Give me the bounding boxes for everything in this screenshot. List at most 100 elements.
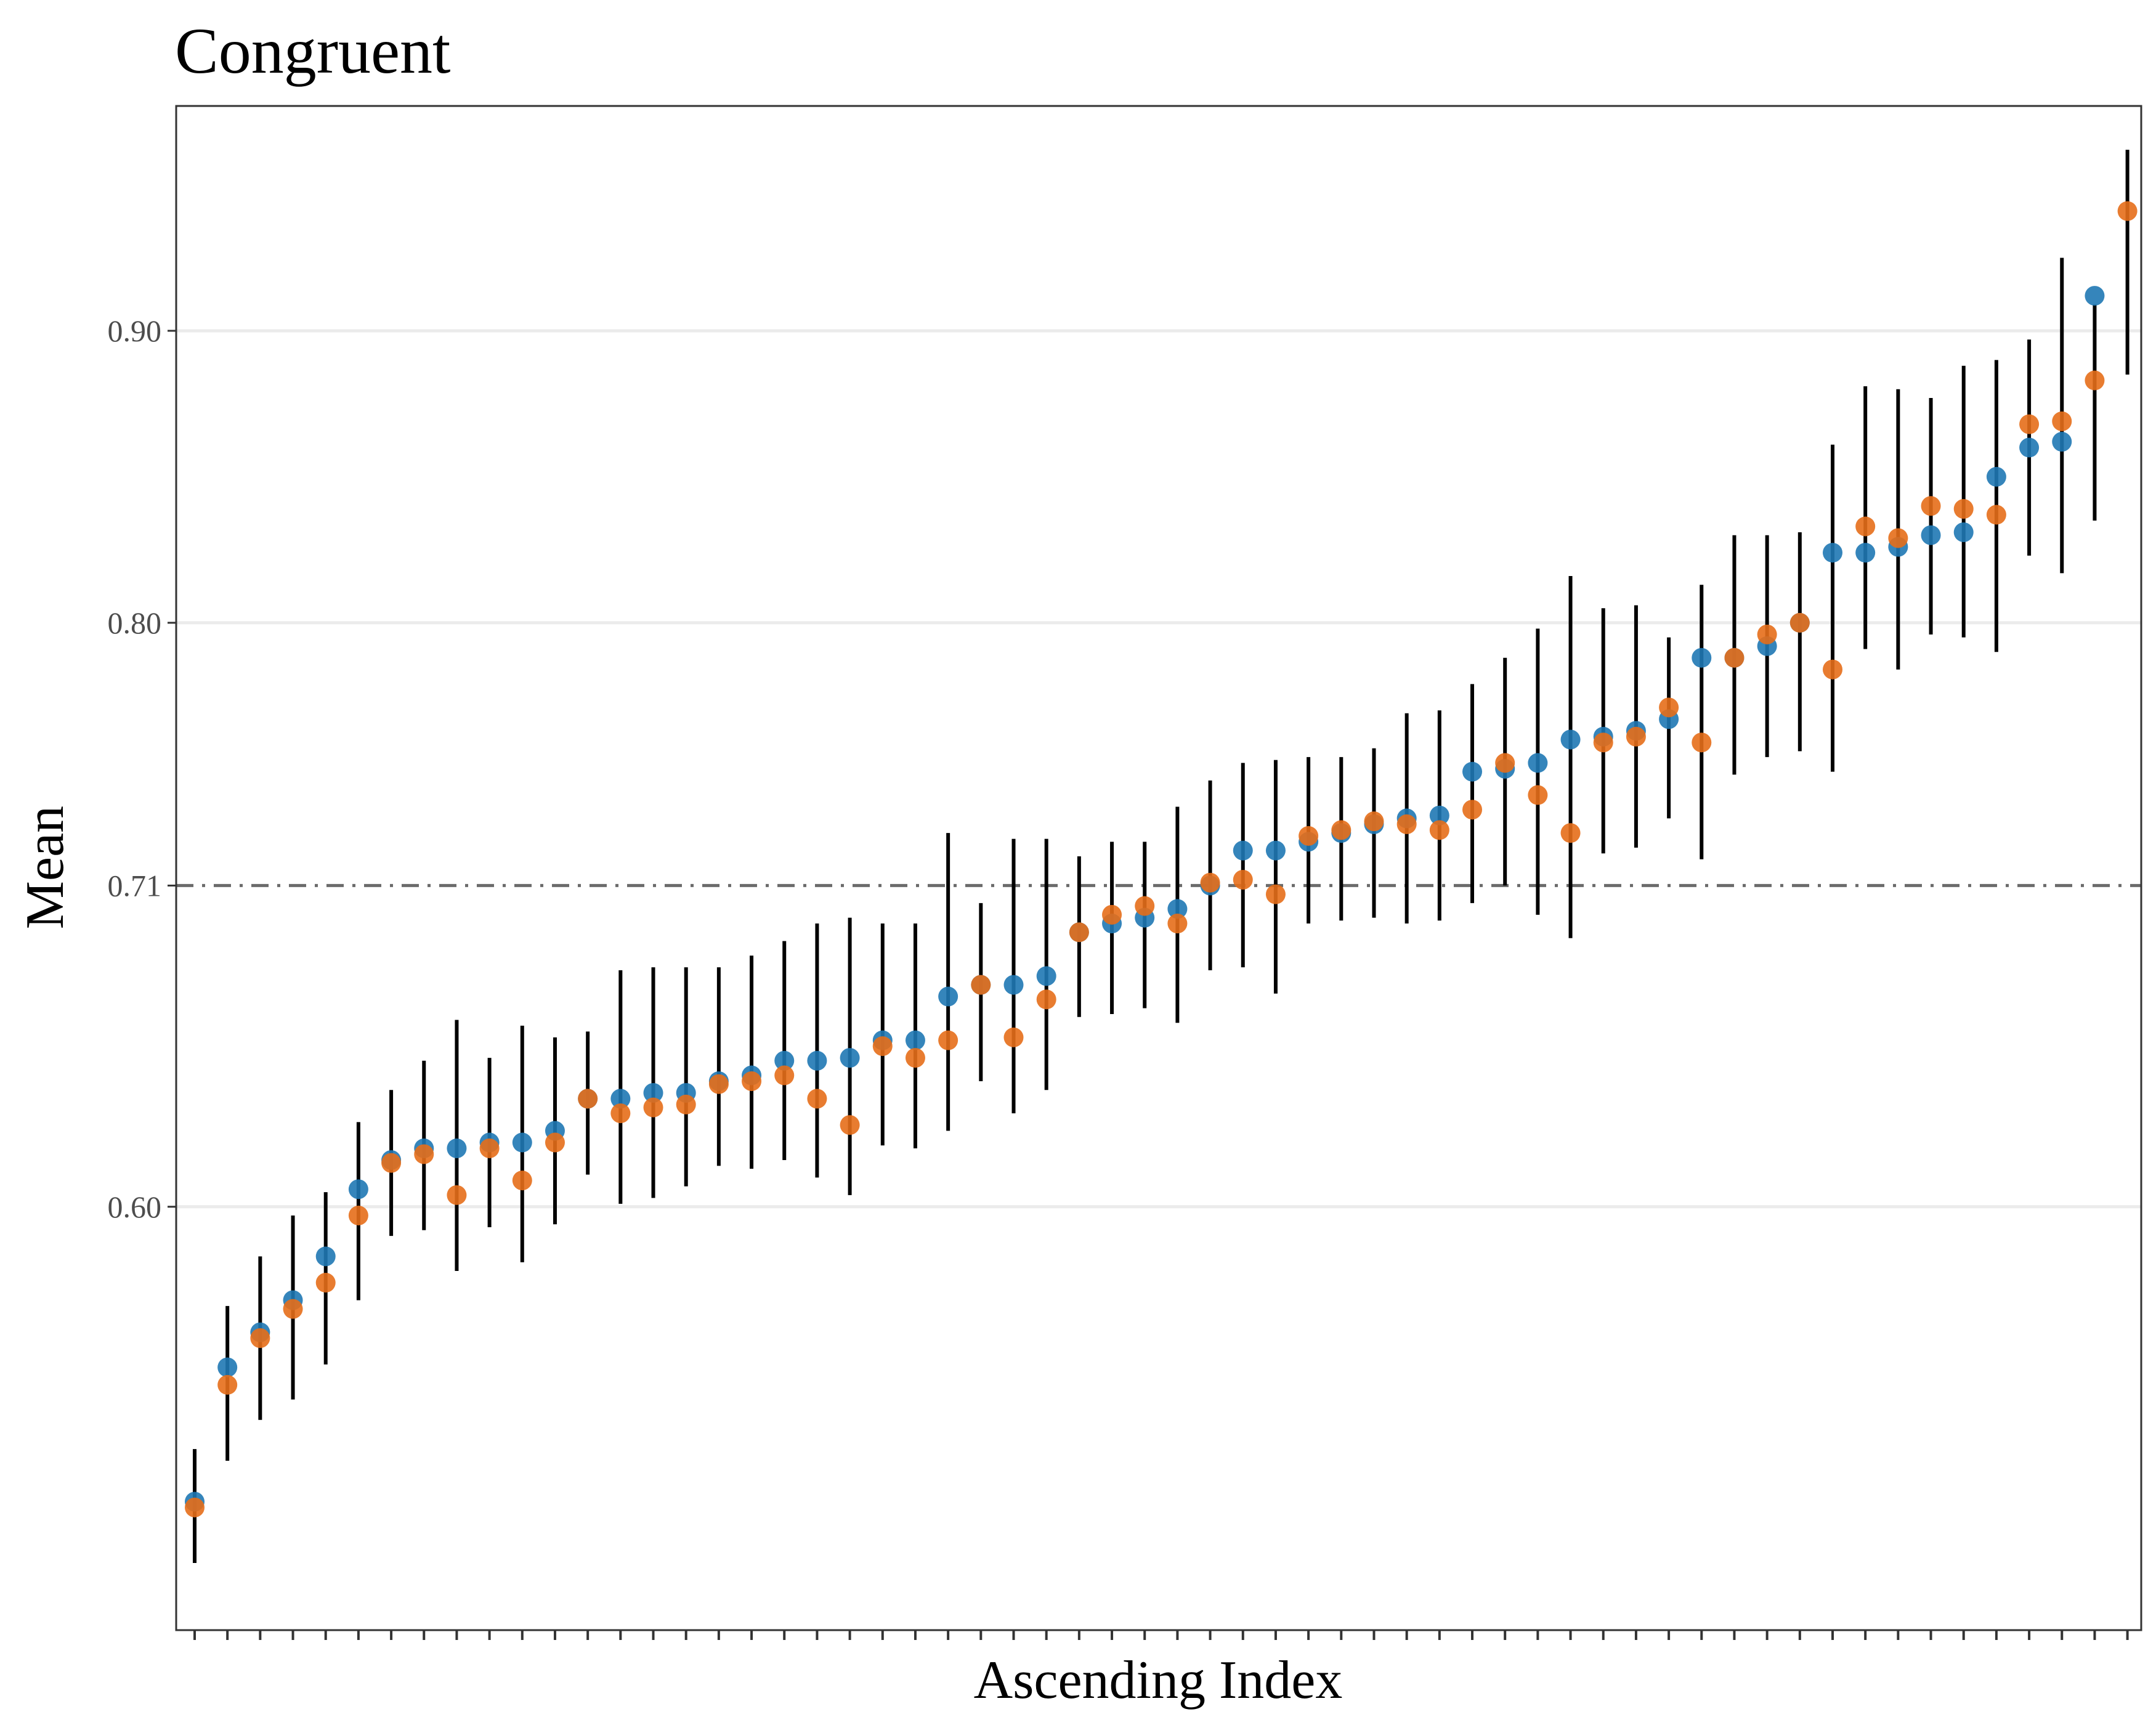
- point-series-b: [315, 1273, 336, 1293]
- x-axis-title: Ascending Index: [974, 1650, 1343, 1710]
- point-series-b: [1921, 496, 1941, 516]
- point-series-b: [1692, 733, 1712, 753]
- point-series-b: [1986, 505, 2006, 525]
- point-series-a: [2085, 286, 2105, 306]
- point-series-b: [742, 1071, 762, 1091]
- point-series-b: [1953, 499, 1974, 519]
- point-series-b: [1233, 869, 1253, 890]
- point-series-b: [1888, 528, 1908, 548]
- y-axis: 0.60 0.71 0.80 0.90: [108, 314, 176, 1224]
- point-series-b: [1495, 753, 1515, 773]
- point-series-b: [1167, 914, 1188, 934]
- point-series-b: [1265, 884, 1286, 904]
- point-series-b: [610, 1103, 631, 1124]
- point-series-a: [1233, 840, 1253, 861]
- point-series-b: [1331, 820, 1352, 840]
- point-series-a: [905, 1030, 925, 1050]
- gridlines: [176, 329, 2141, 1209]
- point-series-a: [1560, 729, 1581, 750]
- point-series-a: [840, 1048, 860, 1068]
- point-series-a: [1953, 522, 1974, 542]
- point-series-b: [1462, 800, 1483, 820]
- y-axis-title: Mean: [15, 806, 75, 929]
- point-series-a: [1167, 899, 1188, 919]
- point-series-b: [1823, 659, 1842, 680]
- point-series-b: [1299, 826, 1319, 846]
- point-series-b: [578, 1089, 598, 1109]
- point-series-b: [217, 1374, 238, 1395]
- y-tick-label: 0.90: [108, 314, 162, 348]
- point-series-b: [2052, 411, 2072, 431]
- point-series-b: [1724, 647, 1745, 668]
- point-series-a: [1921, 525, 1941, 545]
- point-series-b: [1135, 896, 1155, 916]
- y-tick-label: 0.80: [108, 606, 162, 640]
- point-series-b: [1069, 922, 1089, 943]
- point-series-b: [807, 1089, 827, 1109]
- point-series-b: [905, 1048, 925, 1068]
- point-series-a: [643, 1082, 663, 1103]
- point-series-b: [2085, 370, 2105, 391]
- point-series-b: [545, 1132, 565, 1153]
- point-series-b: [1429, 820, 1449, 840]
- point-series-b: [1593, 733, 1613, 753]
- point-series-a: [217, 1357, 238, 1378]
- point-series-b: [185, 1497, 205, 1517]
- point-series-a: [1265, 840, 1286, 861]
- point-series-a: [938, 986, 958, 1007]
- point-series-b: [479, 1138, 500, 1158]
- point-series-b: [1200, 872, 1220, 893]
- point-series-a: [1462, 761, 1483, 782]
- point-series-b: [512, 1171, 532, 1191]
- point-series-a: [1855, 543, 1876, 563]
- point-series-a: [807, 1050, 827, 1071]
- point-series-b: [381, 1153, 402, 1173]
- chart-title: Congruent: [175, 15, 451, 87]
- y-tick-label: 0.71: [108, 868, 162, 903]
- plot-frame: [175, 105, 2142, 1631]
- point-series-a: [2052, 432, 2072, 452]
- point-series-b: [1528, 785, 1548, 805]
- point-series-a: [1986, 466, 2006, 487]
- point-series-a: [1429, 805, 1449, 826]
- point-series-b: [872, 1036, 893, 1057]
- point-series-b: [676, 1094, 696, 1114]
- point-series-a: [610, 1089, 631, 1109]
- point-series-b: [1855, 516, 1876, 537]
- point-series-b: [971, 975, 991, 995]
- point-series-b: [1003, 1027, 1024, 1047]
- point-series-a: [2019, 437, 2040, 458]
- point-series-a: [348, 1179, 368, 1199]
- point-series-b: [447, 1185, 467, 1205]
- point-series-b: [1036, 989, 1056, 1010]
- point-series-b: [283, 1299, 303, 1319]
- point-series-b: [938, 1030, 958, 1050]
- point-series-a: [1823, 543, 1842, 563]
- point-series-b: [414, 1144, 434, 1164]
- point-series-b: [840, 1115, 860, 1135]
- y-tick-label: 0.60: [108, 1190, 162, 1224]
- point-series-b: [2019, 414, 2040, 434]
- point-series-b: [643, 1097, 663, 1118]
- point-series-a: [1528, 753, 1548, 773]
- point-series-a: [1692, 647, 1712, 668]
- point-series-b: [1396, 814, 1417, 834]
- point-series-a: [1003, 975, 1024, 995]
- point-series-b: [348, 1205, 368, 1225]
- point-series-b: [250, 1328, 270, 1349]
- error-bars: [193, 150, 2130, 1563]
- point-series-b: [1757, 624, 1777, 644]
- point-series-b: [1789, 612, 1810, 633]
- point-series-b: [1102, 904, 1122, 925]
- point-series-b: [1659, 697, 1679, 718]
- point-series-a: [774, 1050, 795, 1071]
- x-axis: [193, 1630, 2129, 1640]
- point-series-a: [315, 1246, 336, 1267]
- data-points: [185, 201, 2138, 1517]
- point-series-b: [2117, 201, 2138, 221]
- point-series-b: [1364, 811, 1384, 832]
- point-series-a: [1036, 966, 1056, 986]
- point-series-a: [447, 1138, 467, 1158]
- point-series-b: [1626, 726, 1646, 747]
